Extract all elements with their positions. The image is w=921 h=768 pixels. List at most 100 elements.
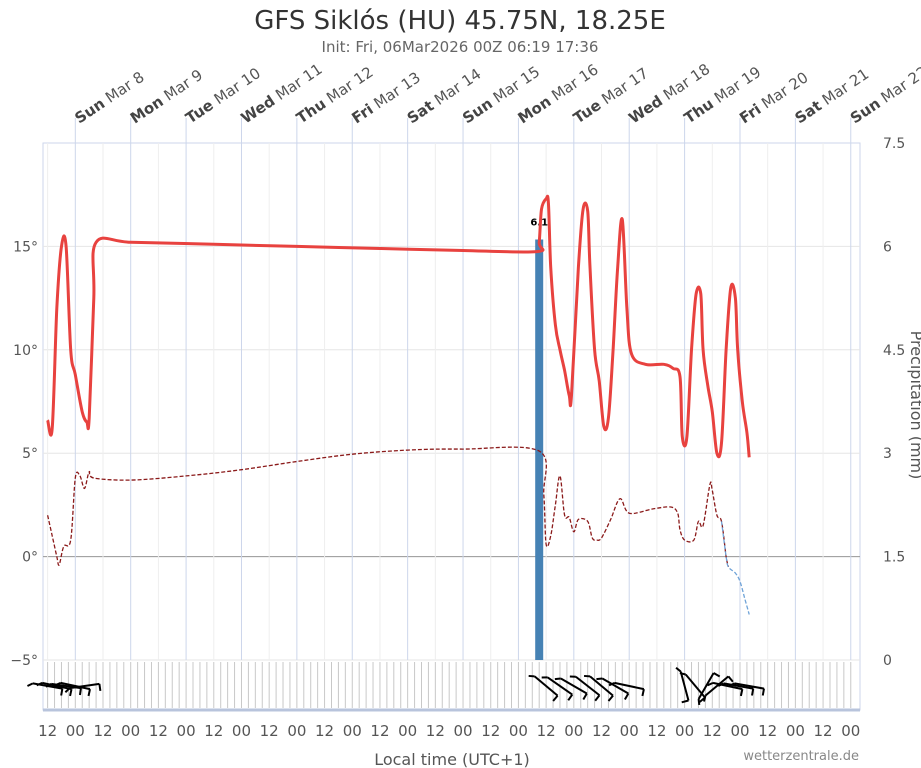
wind-barb: [36, 681, 73, 697]
source-credit: wetterzentrale.de: [743, 749, 859, 764]
temperature-tick-label: 0°: [22, 550, 38, 566]
wind-barb-feather: [60, 688, 64, 696]
wind-barb-shaft: [697, 672, 715, 700]
time-tick-label: 00: [398, 722, 417, 740]
x-axis-title: Local time (UTC+1): [374, 750, 530, 768]
wind-barb-feather: [552, 694, 559, 702]
wind-barb: [717, 682, 755, 696]
dewpoint-line: [46, 446, 730, 568]
time-tick-label: 12: [814, 722, 833, 740]
wind-barb-feather: [69, 688, 73, 697]
wind-barb-feather: [623, 693, 630, 701]
wind-barb-head: [728, 682, 735, 687]
wind-barb-shaft: [679, 671, 690, 701]
precipitation-tick-label: 1.5: [883, 550, 905, 566]
wind-barb-feather: [87, 688, 91, 697]
wind-barb-shaft: [533, 675, 559, 697]
wind-barb: [675, 666, 690, 704]
wind-barb-shaft: [69, 682, 100, 690]
wind-barb-head: [697, 698, 701, 706]
wind-barb-shaft: [547, 676, 573, 696]
time-tick-label: 00: [66, 722, 85, 740]
time-tick-label: 00: [564, 722, 583, 740]
wind-barb-feather: [681, 699, 689, 704]
wind-barb-shaft: [734, 682, 765, 690]
time-tick-label: 00: [730, 722, 749, 740]
wind-barb: [728, 682, 765, 696]
precipitation-tick-label: 7.5: [883, 136, 905, 152]
wind-barb-head: [54, 681, 62, 687]
wind-barb-feather: [567, 694, 574, 701]
precipitation-tick-label: 6: [883, 239, 892, 255]
time-tick-label: 00: [121, 722, 140, 740]
time-tick-label: 00: [786, 722, 805, 740]
wind-barb-head: [596, 677, 603, 681]
temperature-axis: −5° 0° 5° 10° 15°: [10, 239, 38, 669]
wind-barb: [54, 681, 91, 697]
time-tick-label: 12: [204, 722, 223, 740]
wind-barb-feather: [739, 688, 744, 697]
wind-barb-feather: [594, 694, 601, 702]
time-tick-label: 12: [426, 722, 445, 740]
wind-barb-head: [608, 681, 615, 687]
right-axis-title: Precipitation (mm): [907, 331, 921, 480]
wind-barb: [569, 675, 601, 702]
temperature-tick-label: 15°: [13, 239, 38, 255]
time-tick-label: 12: [703, 722, 722, 740]
time-tick-label: 12: [260, 722, 279, 740]
day-label-date: Mar 22: [874, 63, 921, 110]
temperature-line: [46, 194, 751, 459]
time-tick-label: 12: [758, 722, 777, 740]
wind-barb: [583, 674, 614, 702]
wind-barb-head: [717, 682, 725, 687]
time-tick-label: 00: [675, 722, 694, 740]
wind-barb-feather: [98, 683, 102, 691]
wind-barb-shaft: [712, 681, 743, 691]
wind-barb-feather: [78, 687, 82, 696]
wind-barb-shaft: [41, 681, 72, 691]
wind-barb: [702, 675, 734, 702]
time-tick-label: 00: [287, 722, 306, 740]
wind-barb-shaft: [589, 675, 614, 697]
time-tick-label: 12: [481, 722, 500, 740]
wind-barb-shaft: [704, 675, 730, 697]
wind-barb: [608, 681, 645, 697]
precipitation-tick-label: 4.5: [883, 343, 905, 359]
wind-barb-shaft: [560, 677, 588, 695]
wind-barb-head: [702, 695, 707, 702]
time-tick-label: 12: [38, 722, 57, 740]
time-tick-label: 00: [232, 722, 251, 740]
wind-barb: [64, 682, 102, 693]
precip-bar: [535, 239, 544, 661]
precipitation-tick-label: 0: [883, 653, 892, 669]
time-tick-label: 00: [453, 722, 472, 740]
wind-barb: [697, 672, 721, 706]
precipitation-tick-label: 3: [883, 446, 892, 462]
temperature-tick-label: 10°: [13, 343, 38, 359]
time-tick-label: 00: [509, 722, 528, 740]
time-tick-label: 12: [315, 722, 334, 740]
series-lines: [46, 194, 751, 615]
precipitation-axis: 0 1.5 3 4.5 6 7.5: [883, 136, 905, 669]
wind-barb-head: [679, 672, 686, 676]
wind-barbs: [27, 666, 765, 706]
wind-barb-head: [554, 677, 561, 681]
wind-barb: [707, 681, 744, 697]
chart-title: GFS Siklós (HU) 45.75N, 18.25E: [254, 6, 666, 36]
wind-barb-head: [45, 683, 52, 688]
dewpoint-line-below-zero: [720, 521, 750, 615]
time-tick-label: 00: [620, 722, 639, 740]
wind-barb-feather: [713, 672, 721, 678]
precipitation-bars: 6.1: [530, 218, 548, 661]
wind-barb-feather: [727, 675, 734, 683]
wind-barb-head: [36, 681, 43, 687]
wind-barb-feather: [582, 693, 588, 701]
wind-barb-head: [707, 681, 714, 687]
wind-barb-head: [64, 687, 71, 693]
wind-barb-head: [675, 666, 682, 673]
time-tick-label: 12: [592, 722, 611, 740]
time-tick-label: 00: [343, 722, 362, 740]
wind-barb-shaft: [60, 681, 91, 691]
wind-barb: [541, 676, 574, 701]
